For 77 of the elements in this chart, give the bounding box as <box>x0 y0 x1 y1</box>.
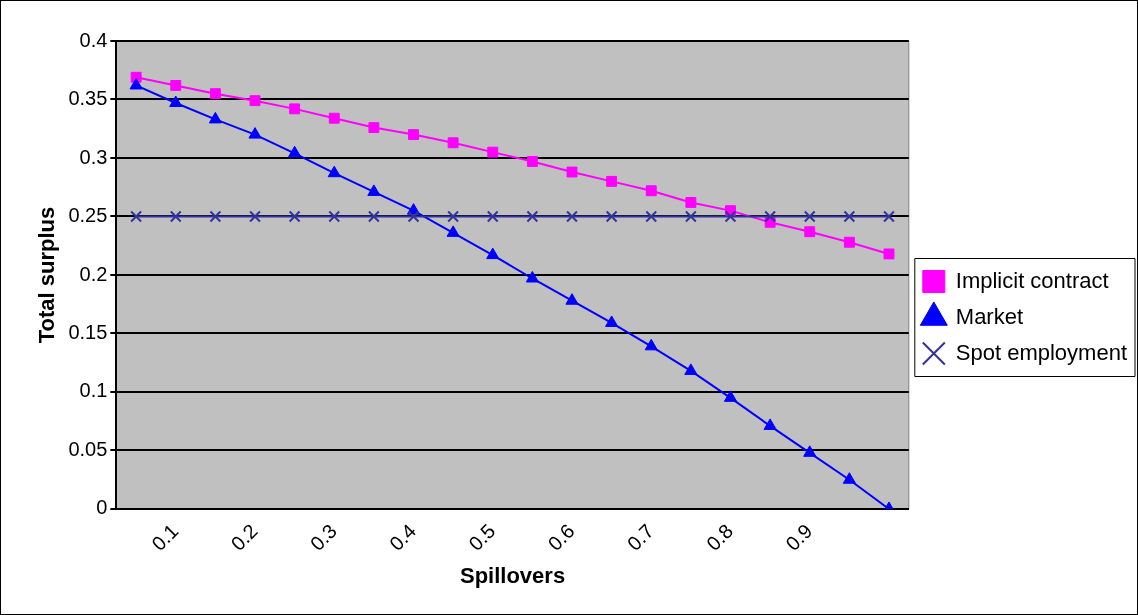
point <box>209 88 221 100</box>
point <box>367 184 381 196</box>
y-tick-label: 0.05 <box>68 437 108 460</box>
point <box>288 145 302 158</box>
point <box>723 390 738 402</box>
point <box>526 210 539 223</box>
point <box>328 112 340 124</box>
point <box>605 210 618 223</box>
y-tick-label: 0 <box>96 496 108 519</box>
point <box>368 122 380 134</box>
point <box>447 137 459 149</box>
legend-label: Market <box>955 303 1024 329</box>
y-tick-label: 0.1 <box>79 379 108 402</box>
point <box>645 210 658 223</box>
point <box>169 210 182 223</box>
point <box>644 338 658 351</box>
point <box>249 95 261 107</box>
legend-label: Implicit contract <box>955 267 1109 293</box>
point <box>843 236 855 248</box>
point <box>804 226 816 238</box>
y-tick-label: 0.2 <box>79 262 108 285</box>
point <box>566 166 578 178</box>
point <box>327 165 341 178</box>
point <box>328 210 341 223</box>
point <box>249 210 261 223</box>
point <box>447 210 460 223</box>
point <box>487 146 499 158</box>
y-tick-label: 0.3 <box>79 145 108 168</box>
x-tick-label: 0.4 <box>385 519 421 555</box>
legend-label: Spot employment <box>955 339 1127 365</box>
point <box>170 80 182 91</box>
point <box>763 418 777 430</box>
point <box>565 293 579 305</box>
x-tick-label: 0.9 <box>781 519 817 555</box>
point <box>130 210 143 223</box>
x-tick-label: 0.3 <box>305 519 341 555</box>
x-axis-title: Spillovers <box>459 562 566 588</box>
point <box>169 95 183 108</box>
point <box>883 210 895 223</box>
point <box>209 210 222 223</box>
x-tick-label: 0.2 <box>226 519 262 555</box>
point <box>605 315 619 327</box>
point <box>684 210 697 223</box>
point <box>685 197 697 208</box>
x-tick-label: 0.6 <box>543 519 579 555</box>
y-tick-label: 0.15 <box>68 321 108 343</box>
x-tick-label: 0.1 <box>147 519 183 555</box>
point <box>883 248 895 260</box>
point <box>367 210 380 223</box>
point <box>446 225 460 237</box>
x-tick-label: 0.7 <box>622 519 658 555</box>
point <box>407 210 420 223</box>
point <box>724 210 737 223</box>
x-tick-label: 0.5 <box>464 519 500 555</box>
point <box>566 210 578 223</box>
point <box>289 103 301 115</box>
point <box>842 472 856 484</box>
point <box>606 175 618 187</box>
point <box>408 129 419 141</box>
point <box>486 210 499 223</box>
point <box>645 185 657 197</box>
point <box>843 210 856 223</box>
point <box>486 247 500 260</box>
point <box>803 210 816 223</box>
point <box>526 156 538 167</box>
point <box>684 363 698 375</box>
y-tick-label: 0.25 <box>68 204 108 226</box>
point <box>764 210 777 223</box>
point <box>208 111 222 124</box>
point <box>248 127 262 139</box>
y-tick-label: 0.35 <box>68 87 108 110</box>
point <box>525 271 539 283</box>
x-tick-label: 0.8 <box>702 519 738 555</box>
point <box>288 210 301 223</box>
y-axis-title: Total surplus <box>34 206 60 344</box>
y-tick-label: 0.4 <box>79 28 108 51</box>
point <box>803 445 817 457</box>
